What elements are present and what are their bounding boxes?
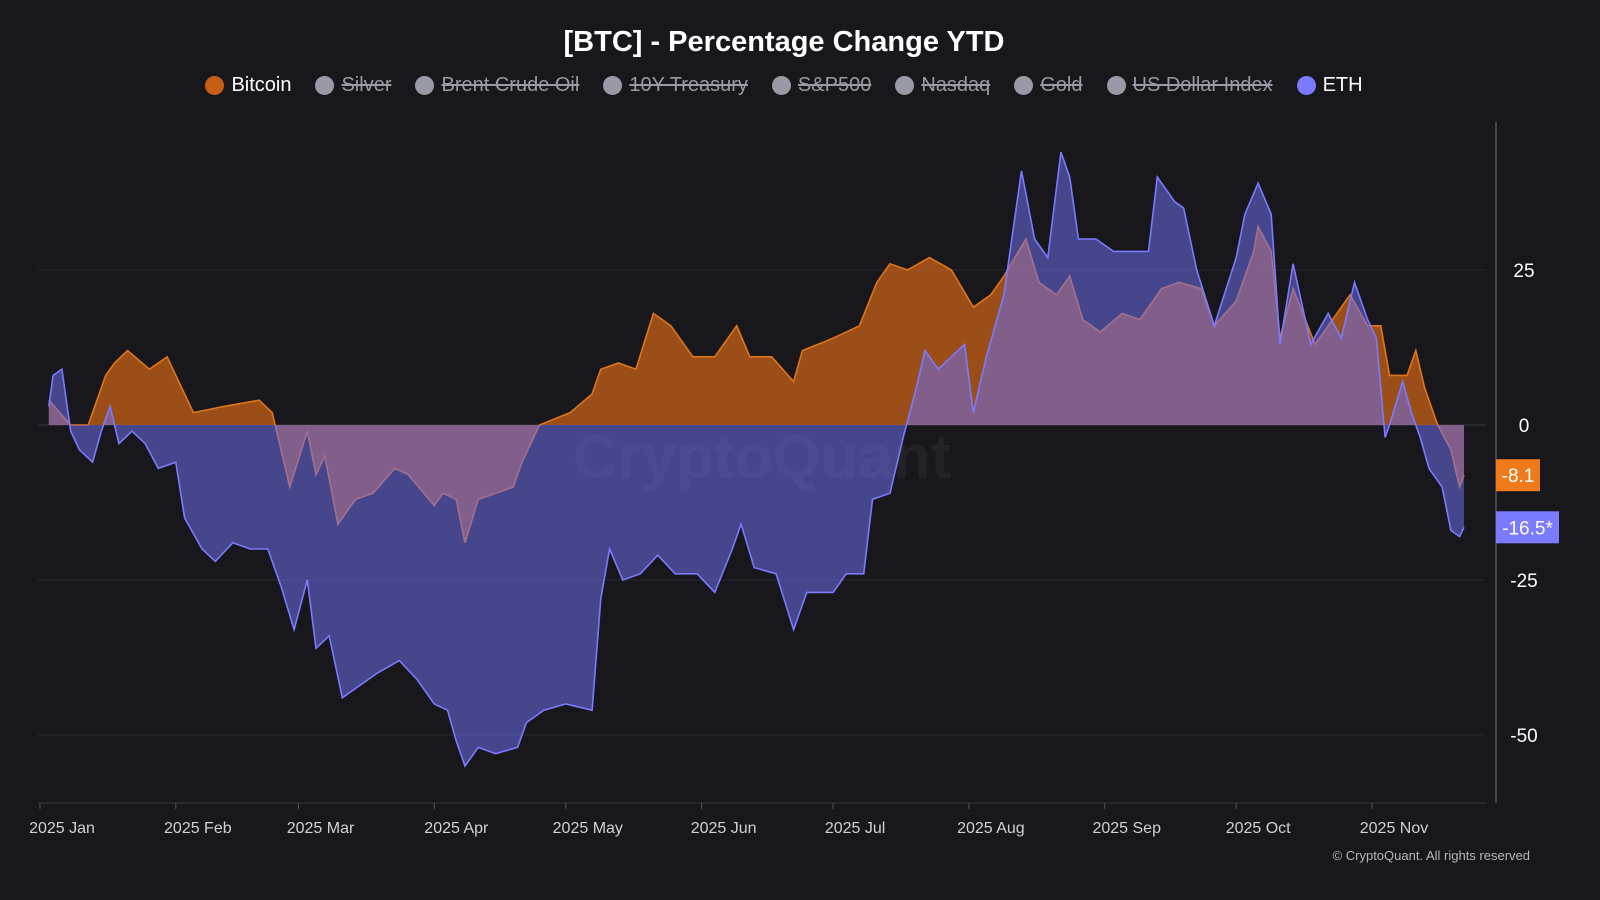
legend-label: S&P500 [797,74,872,96]
eth-area [48,152,1464,766]
y-tick-label: 25 [1513,261,1534,282]
legend-marker [895,76,915,95]
x-tick-label: 2025 Sep [1092,820,1161,837]
legend-marker [771,76,791,95]
legend-marker [1014,76,1034,95]
legend-label: Bitcoin [231,74,292,96]
legend-item-eth[interactable]: ETH [1296,74,1363,97]
x-tick-label: 2025 Jun [691,820,757,837]
x-tick-label: 2025 Mar [287,820,355,837]
y-tick-label: -25 [1510,571,1537,592]
x-tick-label: 2025 Aug [957,820,1025,837]
legend-label: Brent Crude Oil [441,74,580,96]
legend-item-nasdaq[interactable]: Nasdaq [895,74,990,97]
legend-marker [1296,76,1316,95]
legend-item-bitcoin[interactable]: Bitcoin [205,74,291,97]
legend-item-s-p500[interactable]: S&P500 [771,74,872,97]
legend-label: Gold [1040,74,1083,96]
legend-marker [315,76,335,95]
legend-item-us-dollar-index[interactable]: US Dollar Index [1106,74,1273,97]
x-tick-label: 2025 Apr [424,820,489,837]
x-tick-label: 2025 Oct [1226,820,1291,837]
eth-line [48,151,1465,768]
legend-label: Nasdaq [921,74,991,96]
legend-item-gold[interactable]: Gold [1014,74,1083,97]
legend-item-silver[interactable]: Silver [315,74,391,97]
legend-item-brent-crude-oil[interactable]: Brent Crude Oil [415,74,579,97]
legend-item-10y-treasury[interactable]: 10Y Treasury [603,74,748,97]
copyright-credit: © CryptoQuant. All rights reserved [1332,848,1530,863]
eth-last-value-label: -16.5* [1502,518,1553,539]
y-tick-label: -50 [1510,726,1537,747]
legend-marker [205,76,225,95]
legend-marker [1106,76,1126,95]
legend: Bitcoin Silver Brent Crude Oil 10Y Treasury… [0,74,1568,97]
y-tick-label: 0 [1519,416,1530,437]
legend-marker [603,76,623,95]
x-tick-label: 2025 Jan [29,820,95,837]
legend-label: US Dollar Index [1132,74,1273,96]
x-tick-label: 2025 Jul [825,820,886,837]
legend-label: Silver [341,74,392,96]
chart-title: [BTC] - Percentage Change YTD [563,26,1005,58]
chart-plot: 25 0 -25 -50 2025 Jan 2025 Feb 2025 Mar 2025 Ap… [29,122,1559,837]
x-tick-label: 2025 May [553,820,623,837]
bitcoin-last-value-label: -8.1 [1502,466,1535,487]
legend-marker [415,76,435,95]
x-tick-label: 2025 Feb [164,820,232,837]
x-tick-label: 2025 Nov [1360,820,1429,837]
legend-label: ETH [1322,74,1363,96]
legend-label: 10Y Treasury [629,74,748,96]
eth-last-value-badge [1496,511,1559,544]
bitcoin-last-value-badge [1496,459,1540,492]
